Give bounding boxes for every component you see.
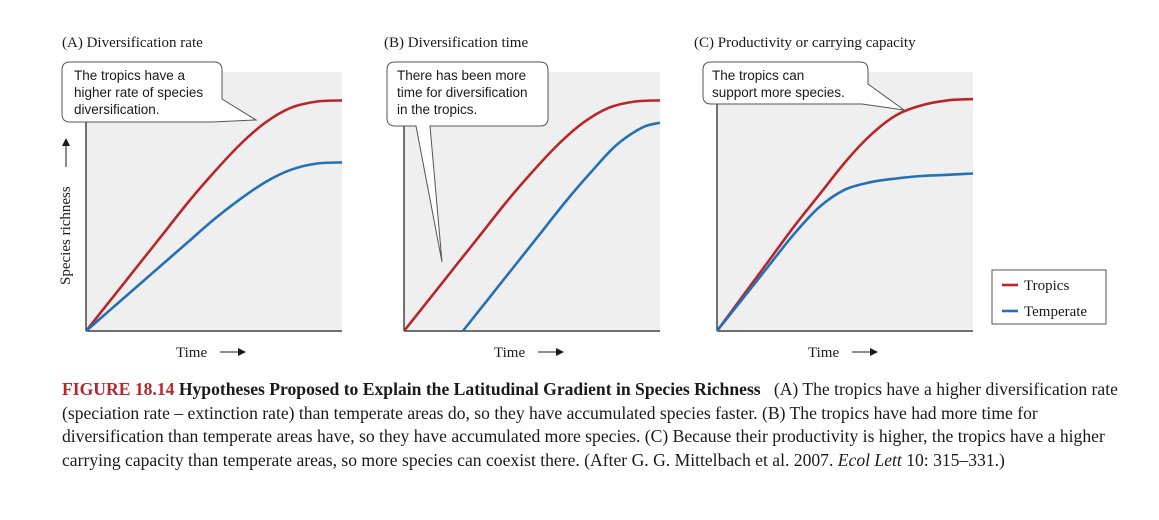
panel-a-x-label: Time — [176, 345, 207, 361]
panel-c-background — [717, 72, 973, 330]
panel-b-temperate-line — [461, 121, 661, 332]
caption-journal: Ecol Lett — [837, 449, 902, 470]
panel-c-callout-bubble — [702, 61, 905, 111]
panel-c-x-label: Time — [808, 345, 839, 361]
panel-a-callout-line-1: The tropics have a — [74, 68, 186, 83]
panel-a-callout-bubble — [61, 61, 258, 123]
figure-caption: FIGURE 18.14 Hypotheses Proposed to Expl… — [62, 378, 1122, 472]
panel-c-temperate-line — [715, 172, 974, 332]
y-axis-label: Species richness — [58, 186, 74, 285]
panel-c-title: (C) Productivity or carrying capacity — [694, 35, 916, 51]
caption-figure-label: FIGURE 18.14 — [62, 379, 175, 399]
panel-c-callout-line-2: support more species. — [712, 85, 845, 100]
caption-citation-end: 10: 315–331.) — [906, 449, 1005, 470]
legend: Tropics Temperate — [991, 269, 1107, 325]
panel-b-callout-line-2: time for diversification — [397, 85, 528, 100]
panel-a-callout-line-3: diversification. — [74, 102, 160, 117]
caption-body: (A) The tropics have a higher diversific… — [62, 379, 1118, 470]
panel-b-callout-line-3: in the tropics. — [397, 102, 477, 117]
panel-c-callout-line-1: The tropics can — [712, 68, 804, 83]
legend-tropics-label: Tropics — [1024, 278, 1069, 294]
panel-c-tropics-line — [715, 97, 974, 332]
panel-a-temperate-line — [85, 161, 343, 332]
panel-b-title: (B) Diversification time — [384, 35, 528, 51]
panel-b-x-label: Time — [494, 345, 525, 361]
panel-a-callout-line-2: higher rate of species — [74, 85, 203, 100]
panel-b: (B) Diversification time There has been … — [384, 35, 661, 361]
panel-a-title: (A) Diversification rate — [62, 35, 203, 51]
panel-b-callout-bubble — [386, 61, 549, 263]
panel-c: (C) Productivity or carrying capacity Th… — [694, 35, 974, 361]
figure-panels: (A) Diversification rate The tropics hav… — [58, 35, 1107, 361]
panel-b-callout-line-1: There has been more — [397, 68, 526, 83]
legend-temperate-label: Temperate — [1024, 304, 1087, 320]
panel-a: (A) Diversification rate The tropics hav… — [58, 35, 343, 361]
caption-figure-title: Hypotheses Proposed to Explain the Latit… — [178, 379, 761, 399]
legend-box — [991, 269, 1107, 325]
panel-b-tropics-line — [402, 99, 661, 332]
panel-a-tropics-line — [84, 99, 343, 332]
